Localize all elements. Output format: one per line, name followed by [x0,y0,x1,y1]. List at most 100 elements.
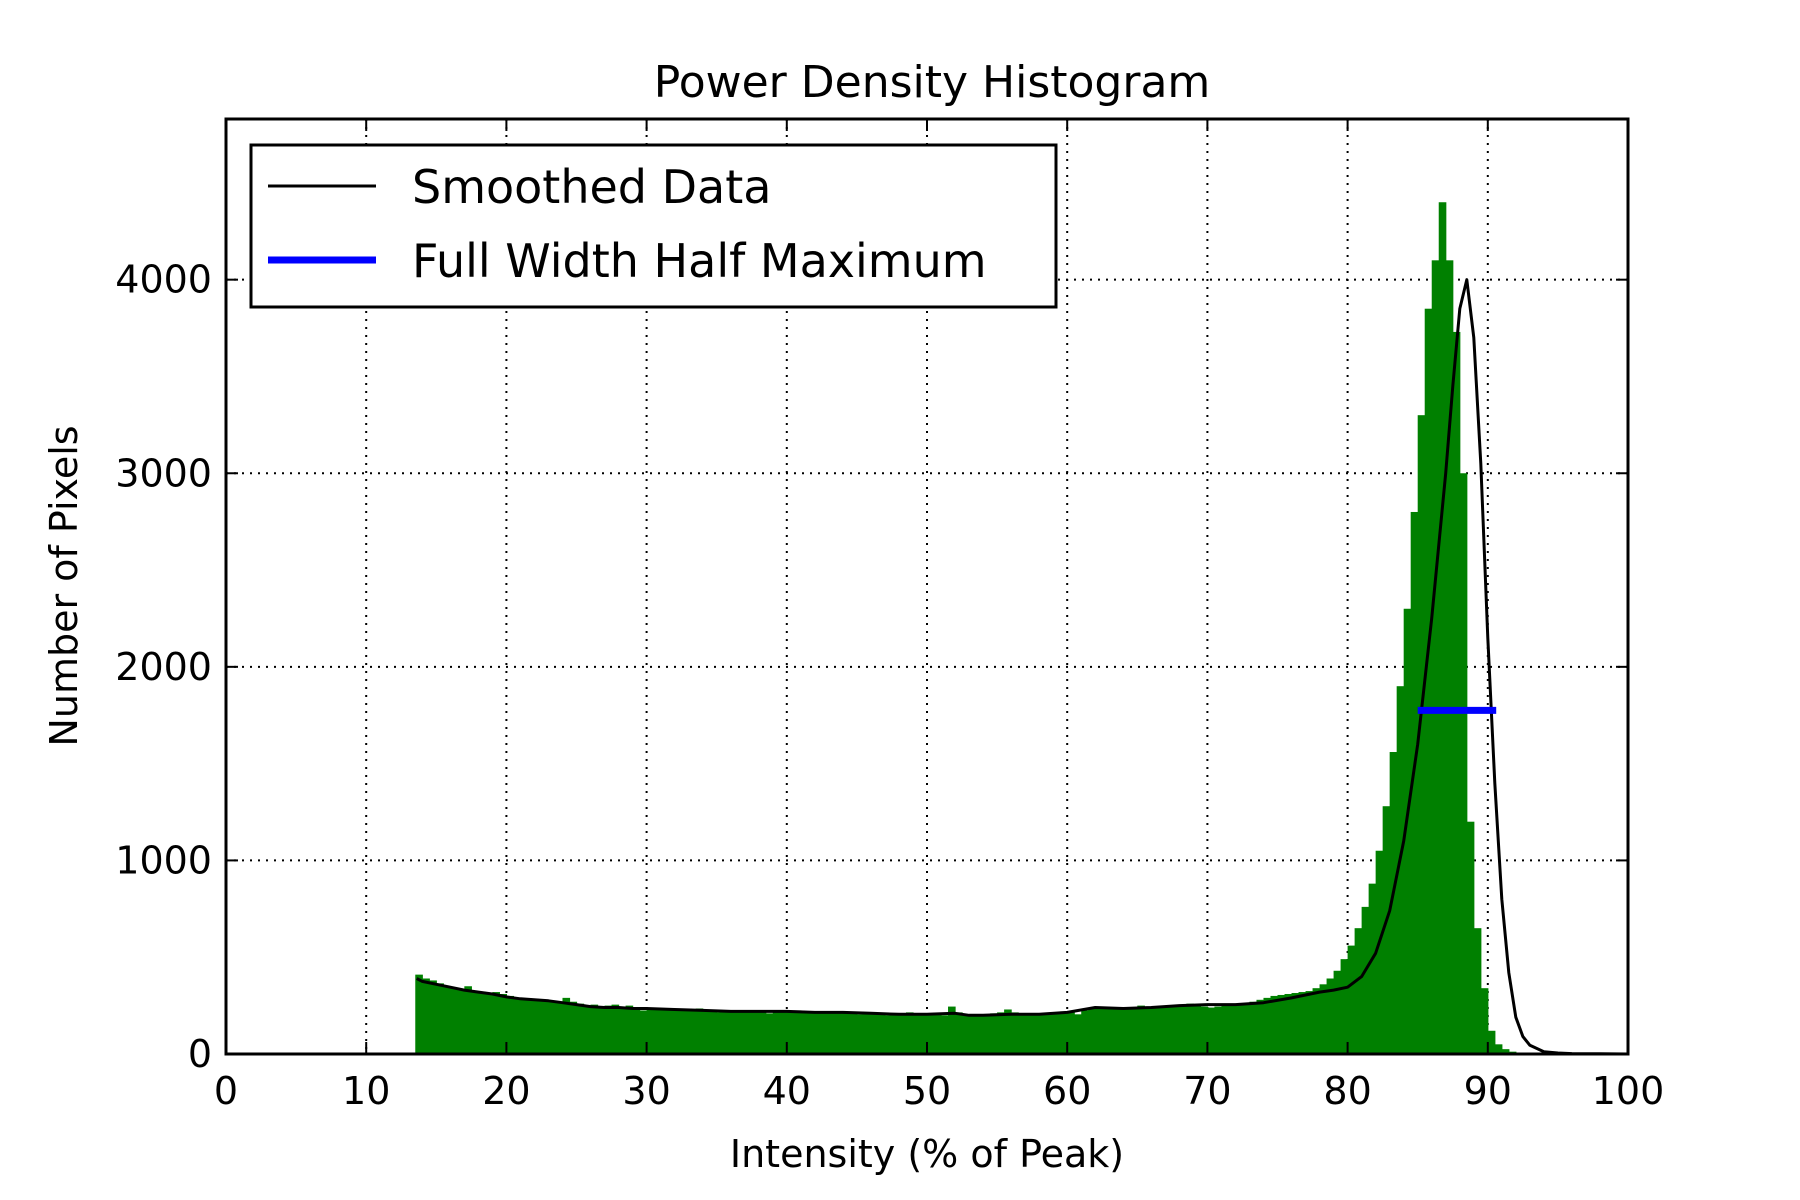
histogram-bar [653,1008,662,1054]
histogram-bar [1060,1011,1068,1054]
y-tick-label: 3000 [115,451,212,495]
x-tick-label: 50 [903,1069,951,1113]
histogram-bar [807,1013,816,1054]
histogram-bar [1116,1009,1124,1054]
histogram-bar [948,1006,956,1054]
histogram-bar [1123,1007,1131,1054]
histogram-bar [1214,1006,1223,1054]
x-tick-label: 70 [1183,1069,1231,1113]
histogram-bar [1354,928,1363,1054]
smoothed-data-line [416,278,1629,1056]
histogram-bar [905,1012,914,1054]
histogram-bar [457,990,465,1054]
histogram-bar [1480,988,1489,1054]
histogram-bar [912,1014,921,1054]
histogram-bar [520,998,529,1054]
histogram-bar [1018,1014,1026,1054]
histogram-bar [1459,473,1468,1055]
histogram-bar [821,1013,830,1054]
histogram-bar [800,1012,809,1054]
histogram-bar [751,1011,760,1054]
histogram-bar [548,1001,557,1054]
histogram-bar [1410,511,1419,1054]
histogram-bar [1305,991,1314,1054]
histogram-bar [744,1011,753,1054]
y-tick-label: 4000 [115,258,212,302]
histogram-bar [464,986,472,1054]
histogram-bar [527,998,536,1054]
histogram-bar [562,997,571,1054]
histogram-bar [1312,988,1321,1054]
histogram-bar [478,992,486,1054]
x-axis-label: Intensity (% of Peak) [730,1132,1124,1176]
histogram-bar [1102,1007,1110,1054]
histogram-bar [1046,1013,1054,1054]
histogram-bar [506,995,515,1054]
histogram-bar [730,1011,739,1054]
histogram-bar [1186,1003,1194,1054]
histogram-bar [597,1006,606,1054]
histogram-bar [786,1012,795,1054]
histogram-bar [990,1013,998,1054]
histogram-bar [422,978,430,1054]
x-tick-label: 30 [622,1069,670,1113]
histogram-bar [842,1012,851,1054]
histogram-bar [1347,945,1356,1054]
histogram-bar [997,1012,1005,1054]
histogram-bar [870,1013,879,1054]
histogram-bar [1473,928,1482,1054]
histogram-bar [1270,995,1279,1054]
histogram-bar [1403,608,1412,1054]
histogram-bar [541,1000,550,1054]
histogram-bar [1032,1015,1040,1054]
histogram-bar [471,991,479,1054]
histogram-bar [1137,1005,1145,1054]
histogram-bar [1235,1004,1244,1054]
histogram-bars [415,202,1552,1055]
histogram-bar [667,1008,676,1054]
histogram-bar [1445,260,1454,1054]
histogram-bar [779,1011,788,1054]
histogram-bar [632,1007,641,1054]
legend-label-smoothed-data: Smoothed Data [412,160,771,214]
x-tick-label: 60 [1043,1069,1091,1113]
histogram-bar [1452,331,1461,1055]
histogram-bar [863,1012,872,1054]
x-tick-label: 100 [1592,1069,1665,1113]
histogram-bar [1277,994,1286,1054]
histogram-bar [611,1004,620,1054]
x-tick-label: 40 [763,1069,811,1113]
histogram-bar [723,1010,732,1054]
histogram-bar [1130,1008,1138,1054]
y-tick-label: 1000 [115,838,212,882]
histogram-bar [1088,1008,1096,1054]
histogram-bar [877,1014,886,1054]
histogram-bar [934,1014,942,1054]
y-axis-label: Number of Pixels [42,425,86,746]
histogram-bar [1207,1007,1216,1054]
histogram-bar [1221,1005,1230,1054]
x-tick-label: 90 [1464,1069,1512,1113]
histogram-bar [1158,1007,1166,1054]
histogram-bar [1333,970,1342,1054]
histogram-bar [1011,1012,1019,1054]
histogram-bar [1389,752,1398,1054]
histogram-bar [415,974,423,1054]
histogram-bar [1179,1004,1187,1054]
histogram-bar [1039,1014,1047,1054]
histogram-bar [681,1010,690,1054]
x-tick-label: 20 [482,1069,530,1113]
chart-title: Power Density Histogram [654,57,1211,108]
histogram-bar [737,1012,746,1054]
histogram-bar [555,1002,564,1054]
histogram-bar [513,997,522,1054]
x-tick-label: 10 [342,1069,390,1113]
histogram-bar [941,1015,949,1054]
histogram-bar [758,1012,767,1054]
series-lines [416,278,1629,1056]
histogram-bar [856,1014,865,1054]
histogram-bar [443,986,451,1054]
histogram-bar [695,1008,704,1054]
histogram-bar [1284,993,1293,1054]
